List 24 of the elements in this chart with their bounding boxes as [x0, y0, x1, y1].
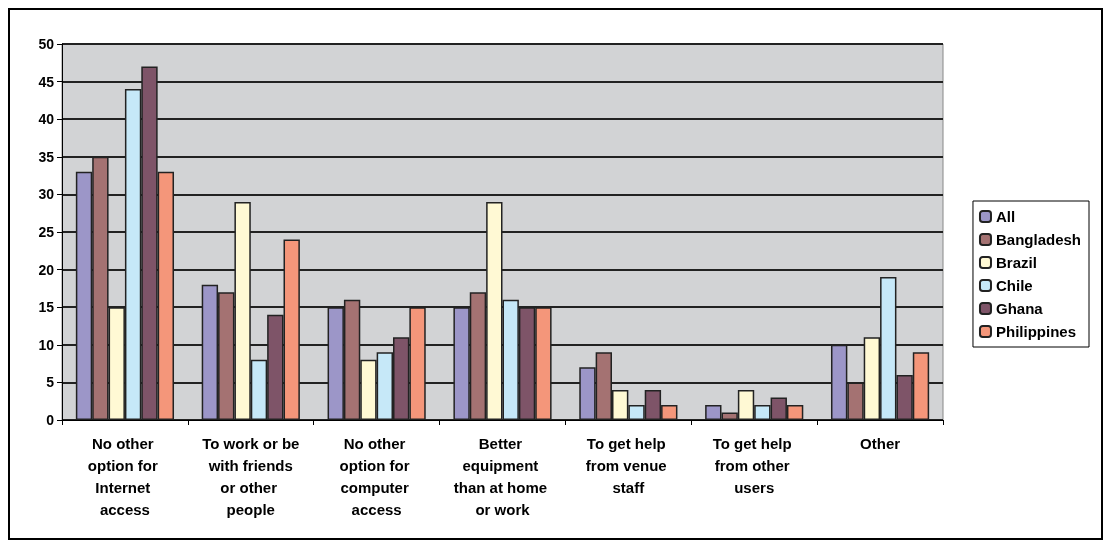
y-tick-label: 50 [38, 36, 55, 52]
y-tick-label: 35 [38, 148, 55, 165]
x-tick-label: Better equipment than at home or work [453, 434, 552, 518]
x-tick-label: To work or be with friends or other people [202, 434, 300, 518]
legend-label: Bangladesh [995, 231, 1082, 248]
y-tick-label: 20 [38, 261, 55, 278]
y-tick-label: 45 [38, 73, 55, 90]
legend-label: Brazil [995, 254, 1037, 271]
y-tick-label: 40 [38, 111, 55, 128]
y-tick-label: 15 [38, 299, 55, 316]
y-tick-label: 0 [46, 412, 55, 428]
y-tick-label: 5 [46, 374, 55, 391]
x-tick-label: To get help from venue staff [585, 434, 671, 496]
legend-label: Ghana [995, 300, 1044, 317]
y-tick-label: 10 [38, 336, 55, 353]
x-tick-label: No other option for computer access [339, 434, 414, 518]
legend-label: All [995, 208, 1016, 225]
legend-label: Philippines [995, 323, 1076, 340]
x-tick-label: Other [860, 434, 901, 452]
legend-label: Chile [995, 277, 1033, 294]
x-tick-label: To get help from other users [712, 434, 796, 496]
y-tick-label: 25 [38, 224, 55, 240]
y-tick-label: 30 [38, 186, 55, 203]
x-tick-label: No other option for Internet access [87, 434, 163, 518]
